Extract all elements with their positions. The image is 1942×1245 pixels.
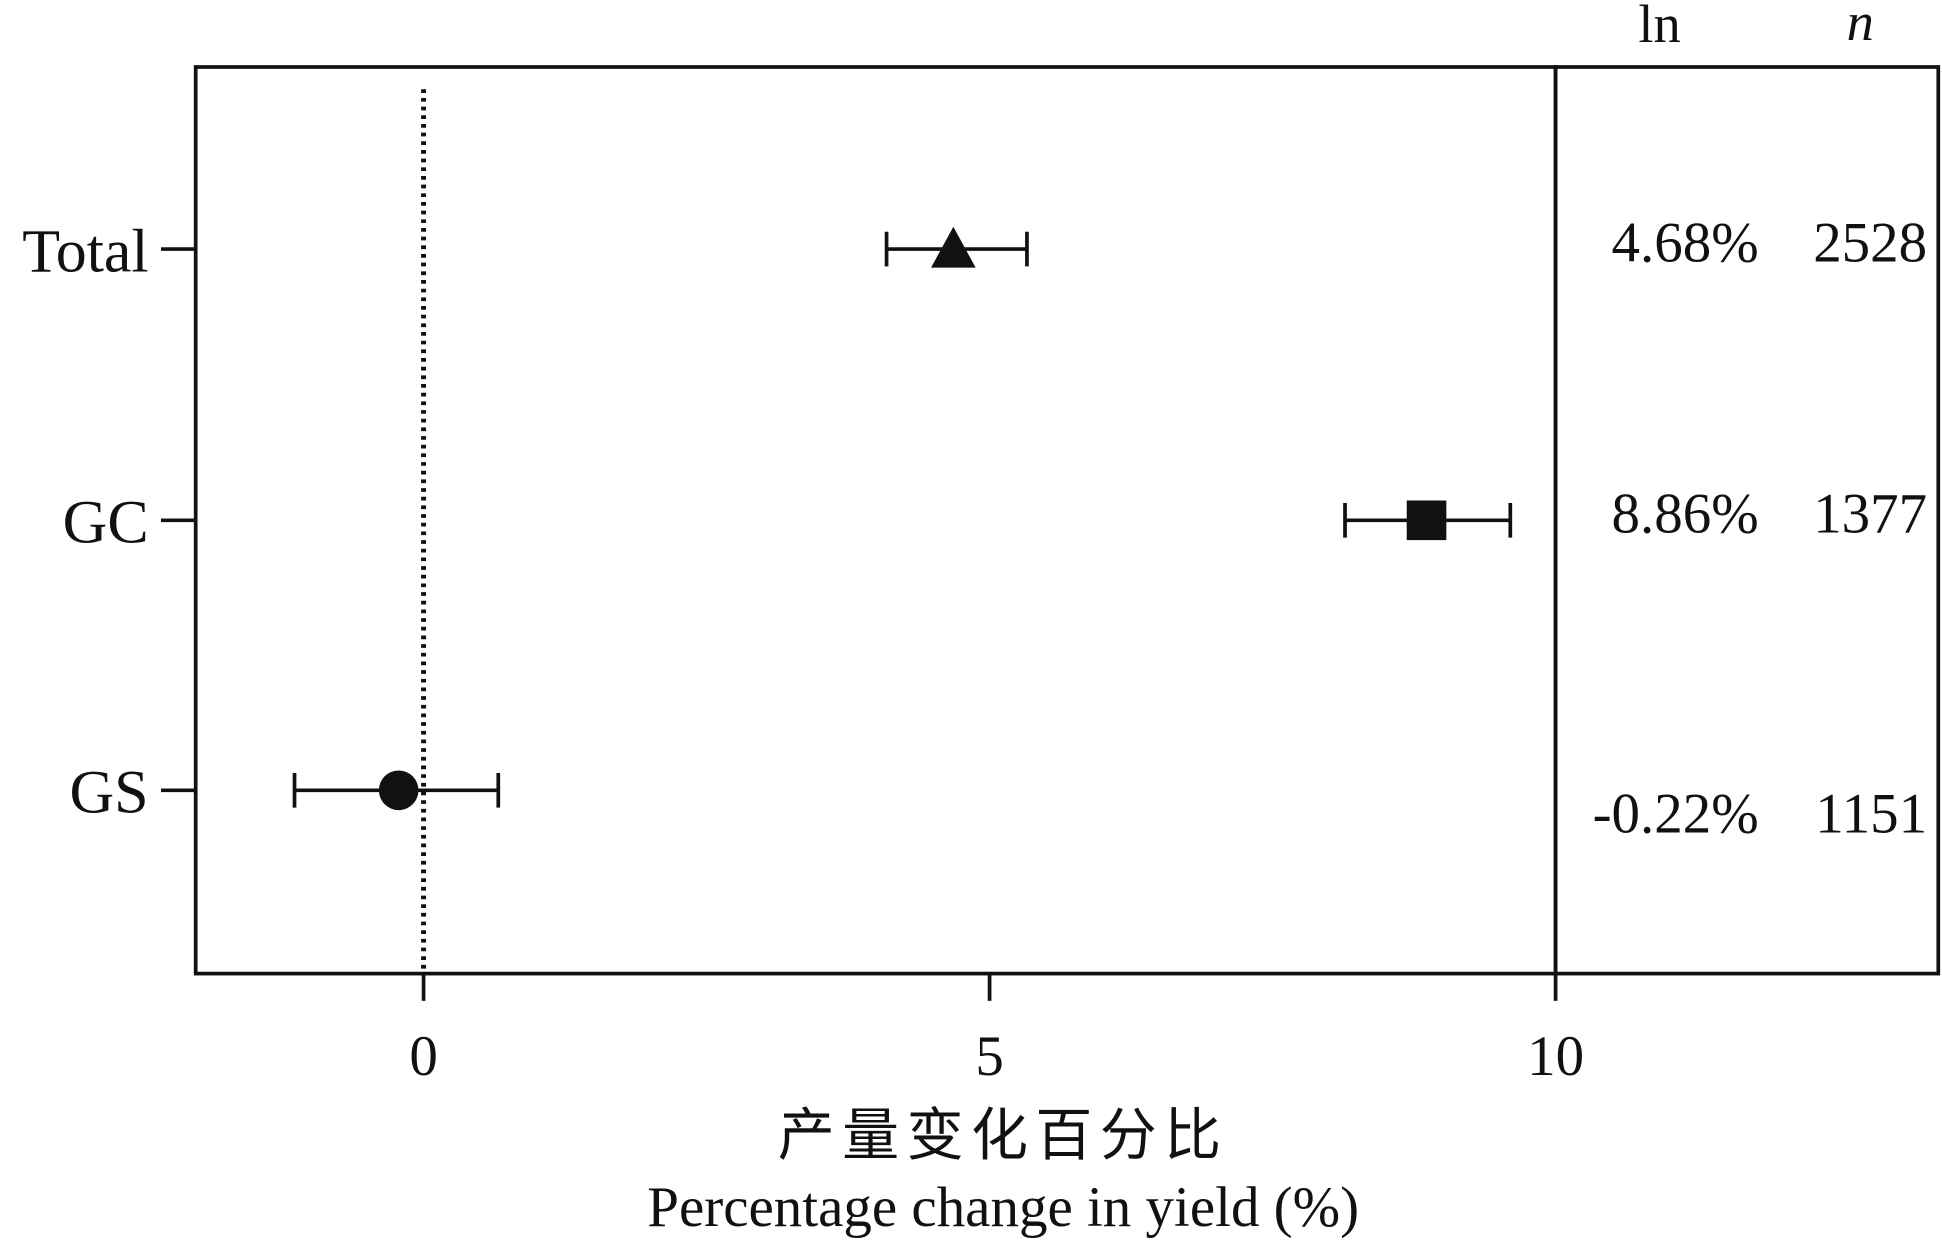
ln-value: 4.68% — [1612, 211, 1759, 274]
y-tick-label: GC — [63, 489, 149, 557]
x-tick-label: 5 — [975, 1025, 1003, 1088]
column-header-n: n — [1847, 0, 1874, 52]
stats-panel-frame — [1553, 65, 1941, 976]
x-axis-label: Percentage change in yield (%) — [647, 1176, 1359, 1239]
x-tick-label: 10 — [1527, 1025, 1584, 1088]
triangle-marker — [931, 226, 976, 268]
square-marker — [1406, 500, 1447, 541]
ln-value: -0.22% — [1593, 782, 1759, 845]
y-tick-label: GS — [69, 759, 148, 827]
column-header-ln: ln — [1638, 0, 1680, 54]
x-axis-label-cn: 产量变化百分比 — [778, 1104, 1229, 1167]
n-value: 1377 — [1813, 483, 1927, 546]
y-tick-label: Total — [22, 217, 148, 285]
x-tick-label: 0 — [409, 1025, 437, 1088]
circle-marker — [378, 770, 419, 811]
ln-value: 8.86% — [1612, 483, 1759, 546]
n-value: 1151 — [1815, 782, 1927, 845]
n-value: 2528 — [1813, 211, 1927, 274]
